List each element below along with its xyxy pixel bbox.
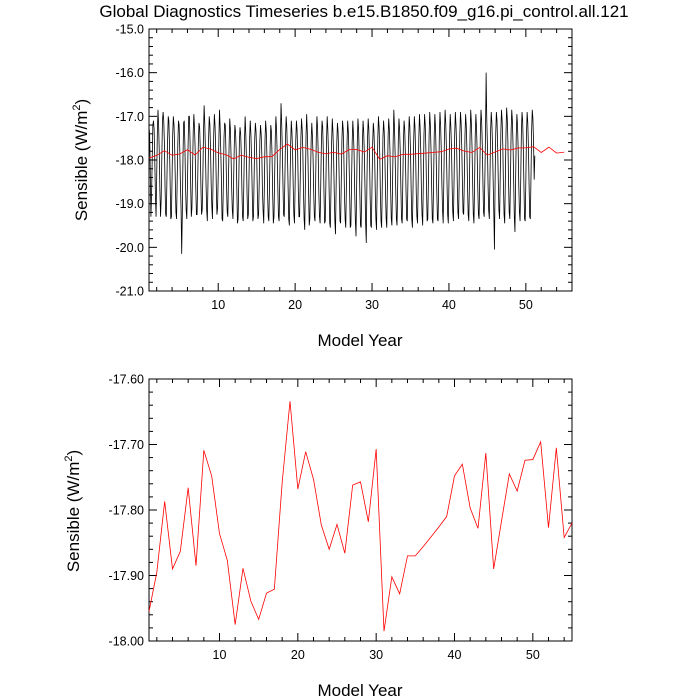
bottom-ticks: -18.00 -17.90 -17.80 -17.70 -17.60 10 20 30 40 50	[109, 373, 572, 662]
x-tick-label: 50	[519, 298, 533, 312]
x-tick-label: 30	[365, 298, 379, 312]
x-tick-label: 20	[291, 648, 305, 662]
series-line-monthly	[148, 72, 536, 254]
y-tick-label: -21.0	[116, 285, 145, 299]
y-tick-label: -20.0	[116, 241, 145, 255]
x-tick-label: 30	[369, 648, 383, 662]
bottom-plot-frame	[148, 378, 573, 642]
x-tick-label: 10	[213, 648, 227, 662]
bottom-series	[148, 401, 573, 632]
y-tick-label: -15.0	[116, 23, 145, 37]
x-tick-label: 10	[211, 298, 225, 312]
y-tick-label: -17.60	[109, 373, 144, 387]
y-tick-label: -19.0	[116, 197, 145, 211]
chart-title: Global Diagnostics Timeseries b.e15.B185…	[99, 2, 628, 21]
top-series	[148, 72, 565, 254]
x-tick-label: 40	[442, 298, 456, 312]
y-tick-label: -18.0	[116, 154, 145, 168]
bottom-x-axis-label: Model Year	[317, 681, 402, 700]
y-tick-label: -17.0	[116, 110, 145, 124]
top-y-axis-label: Sensible (W/m2)	[71, 99, 91, 221]
series-line-annual-mean	[148, 143, 565, 160]
top-x-axis-label: Model Year	[317, 331, 402, 350]
bottom-panel: -18.00 -17.90 -17.80 -17.70 -17.60 10 20 30 40 50…	[63, 373, 573, 700]
bottom-y-axis-label: Sensible (W/m2)	[63, 450, 83, 572]
y-tick-label: -16.0	[116, 66, 145, 80]
top-panel: -21.0 -20.0 -19.0 -18.0 -17.0 -16.0 -15.0 10 20 3…	[71, 23, 573, 350]
y-tick-label: -17.70	[109, 438, 144, 452]
y-tick-label: -17.80	[109, 504, 144, 518]
y-tick-label: -18.00	[109, 635, 144, 649]
x-tick-label: 50	[526, 648, 540, 662]
x-tick-label: 40	[448, 648, 462, 662]
x-tick-label: 20	[288, 298, 302, 312]
series-line-annual-mean	[148, 401, 573, 632]
y-tick-label: -17.90	[109, 569, 144, 583]
